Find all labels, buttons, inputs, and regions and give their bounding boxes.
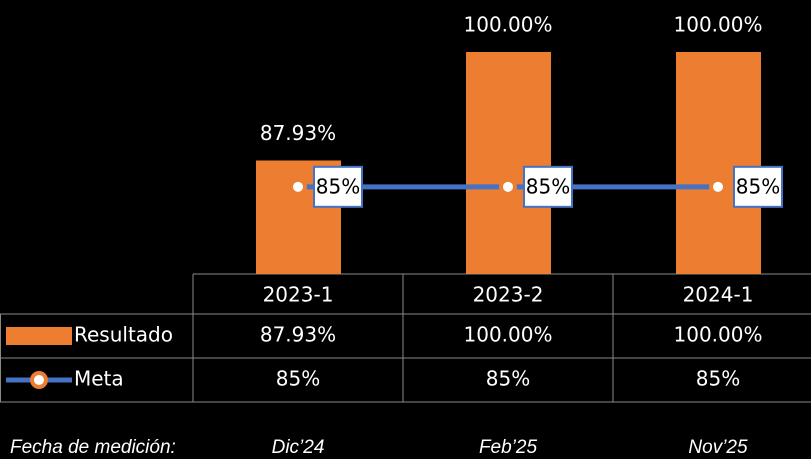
label-box [313,165,363,208]
table-value: 85% [276,367,320,391]
meta-label: 85% [526,174,570,198]
bar-label: 87.93% [260,121,336,145]
legend-marker [30,371,48,389]
meta-label: 85% [736,174,780,198]
bar-label: 100.00% [674,13,763,37]
bar [466,52,551,274]
label-box [733,165,783,208]
legend-label: Meta [74,367,124,391]
footer-label: Fecha de medición: [10,437,176,458]
label-box [523,165,573,208]
table-value: 85% [486,367,530,391]
meta-marker [499,177,517,196]
table-value: 100.00% [464,323,553,347]
table-category: 2024-1 [683,283,754,307]
footer-date: Feb’25 [479,437,538,458]
footer-date: Nov’25 [688,437,748,458]
meta-marker [289,177,307,196]
meta-marker [709,177,727,196]
bar-label: 100.00% [464,13,553,37]
table-category: 2023-1 [263,283,334,307]
table-value: 85% [696,367,740,391]
footer-date: Dic’24 [272,437,325,458]
table-value: 87.93% [260,323,336,347]
meta-label: 85% [316,174,360,198]
legend-label: Resultado [74,323,173,347]
table-value: 100.00% [674,323,763,347]
legend-swatch [6,327,72,345]
table-category: 2023-2 [473,283,544,307]
bar [676,52,761,274]
